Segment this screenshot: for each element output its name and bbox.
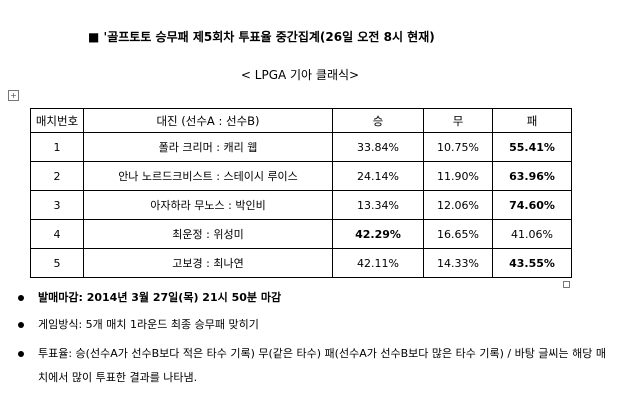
cell: 41.06%: [492, 219, 572, 249]
bullet: [18, 351, 24, 357]
header-cell: 매치번호: [30, 108, 84, 133]
cell: 55.41%: [492, 132, 572, 162]
row: 4 최운정 : 위성미 42.29% 16.65% 41.06%: [30, 219, 572, 249]
cell: 33.84%: [332, 132, 424, 162]
cell: 폴라 크리머 : 캐리 웹: [83, 132, 333, 162]
cell: 아자하라 무노스 : 박인비: [83, 190, 333, 220]
cell: 고보경 : 최나연: [83, 248, 333, 278]
row: 3 아자하라 무노스 : 박인비 13.34% 12.06% 74.60%: [30, 190, 572, 220]
bullet: [18, 295, 24, 301]
table: 매치번호 대진 (선수A : 선수B) 승 무 패 1 폴라 크리머 : 캐리 웹 33.84…: [30, 108, 572, 278]
note: 투표율: 승(선수A가 선수B보다 적은 타수 기록) 무(같은 타수) 패(선…: [38, 347, 607, 384]
move-handle[interactable]: +: [8, 90, 19, 101]
cell: 4: [30, 219, 84, 249]
cell: 3: [30, 190, 84, 220]
header-row: 매치번호 대진 (선수A : 선수B) 승 무 패: [30, 108, 572, 133]
cell: 안나 노르드크비스트 : 스테이시 루이스: [83, 161, 333, 191]
header-cell: 패: [492, 108, 572, 133]
cell: 74.60%: [492, 190, 572, 220]
cell: 10.75%: [423, 132, 493, 162]
cell: 63.96%: [492, 161, 572, 191]
note: 발매마감: 2014년 3월 27일(목) 21시 50분 마감: [38, 291, 282, 304]
bullet: [18, 322, 24, 328]
header-cell: 승: [332, 108, 424, 133]
cell: 43.55%: [492, 248, 572, 278]
subtitle: < LPGA 기아 클래식>: [240, 68, 360, 82]
cell: 14.33%: [423, 248, 493, 278]
header-cell: 대진 (선수A : 선수B): [83, 108, 333, 133]
cell: 5: [30, 248, 84, 278]
cell: 42.29%: [332, 219, 424, 249]
cell: 12.06%: [423, 190, 493, 220]
cell: 최운정 : 위성미: [83, 219, 333, 249]
row: 5 고보경 : 최나연 42.11% 14.33% 43.55%: [30, 248, 572, 278]
cell: 42.11%: [332, 248, 424, 278]
cell: 16.65%: [423, 219, 493, 249]
cell: 2: [30, 161, 84, 191]
row: 1 폴라 크리머 : 캐리 웹 33.84% 10.75% 55.41%: [30, 132, 572, 162]
cell: 13.34%: [332, 190, 424, 220]
row: 2 안나 노르드크비스트 : 스테이시 루이스 24.14% 11.90% 63.96%: [30, 161, 572, 191]
cell: 11.90%: [423, 161, 493, 191]
header-cell: 무: [423, 108, 493, 133]
cell: 24.14%: [332, 161, 424, 191]
note: 게임방식: 5개 매치 1라운드 최종 승무패 맞히기: [38, 318, 259, 331]
title: ■ '골프토토 승무패 제5회차 투표율 중간집계(26일 오전 8시 현재): [88, 30, 435, 44]
resize-handle[interactable]: [563, 281, 570, 288]
cell: 1: [30, 132, 84, 162]
